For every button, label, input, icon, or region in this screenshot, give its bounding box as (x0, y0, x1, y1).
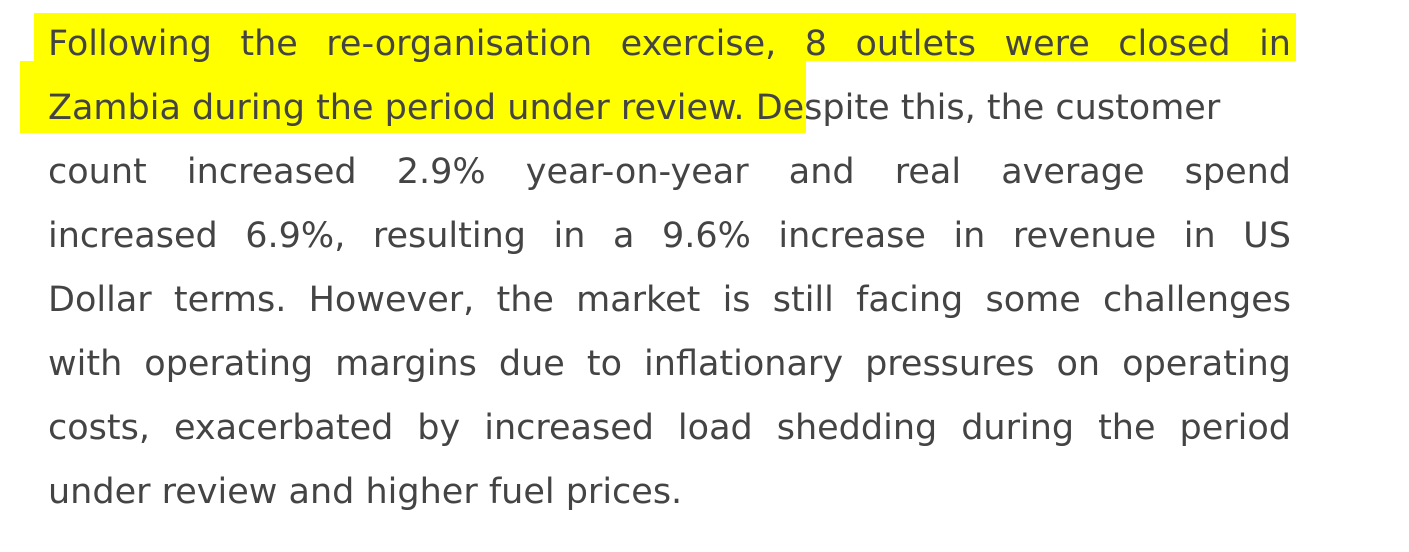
paragraph-line-3: count increased 2.9% year-on-year and re… (48, 152, 1291, 192)
paragraph-line-8: under review and higher fuel prices. (48, 472, 683, 512)
paragraph-line-7: costs, exacerbated by increased load she… (48, 408, 1291, 448)
text-highlight-line-2 (20, 61, 806, 133)
paragraph-line-5: Dollar terms. However, the market is sti… (48, 280, 1291, 320)
paragraph-line-4: increased 6.9%, resulting in a 9.6% incr… (48, 216, 1291, 256)
paragraph-line-6: with operating margins due to inflationa… (48, 344, 1291, 384)
highlighted-text: Zambia during the period under review. (48, 88, 745, 128)
normal-text: Despite this, the customer (744, 88, 1221, 128)
paragraph-line-2: Zambia during the period under review. D… (48, 84, 1291, 132)
text-highlight-line-1 (34, 13, 1296, 61)
paragraph-line-1: Following the re-organisation exercise, … (48, 24, 1291, 64)
